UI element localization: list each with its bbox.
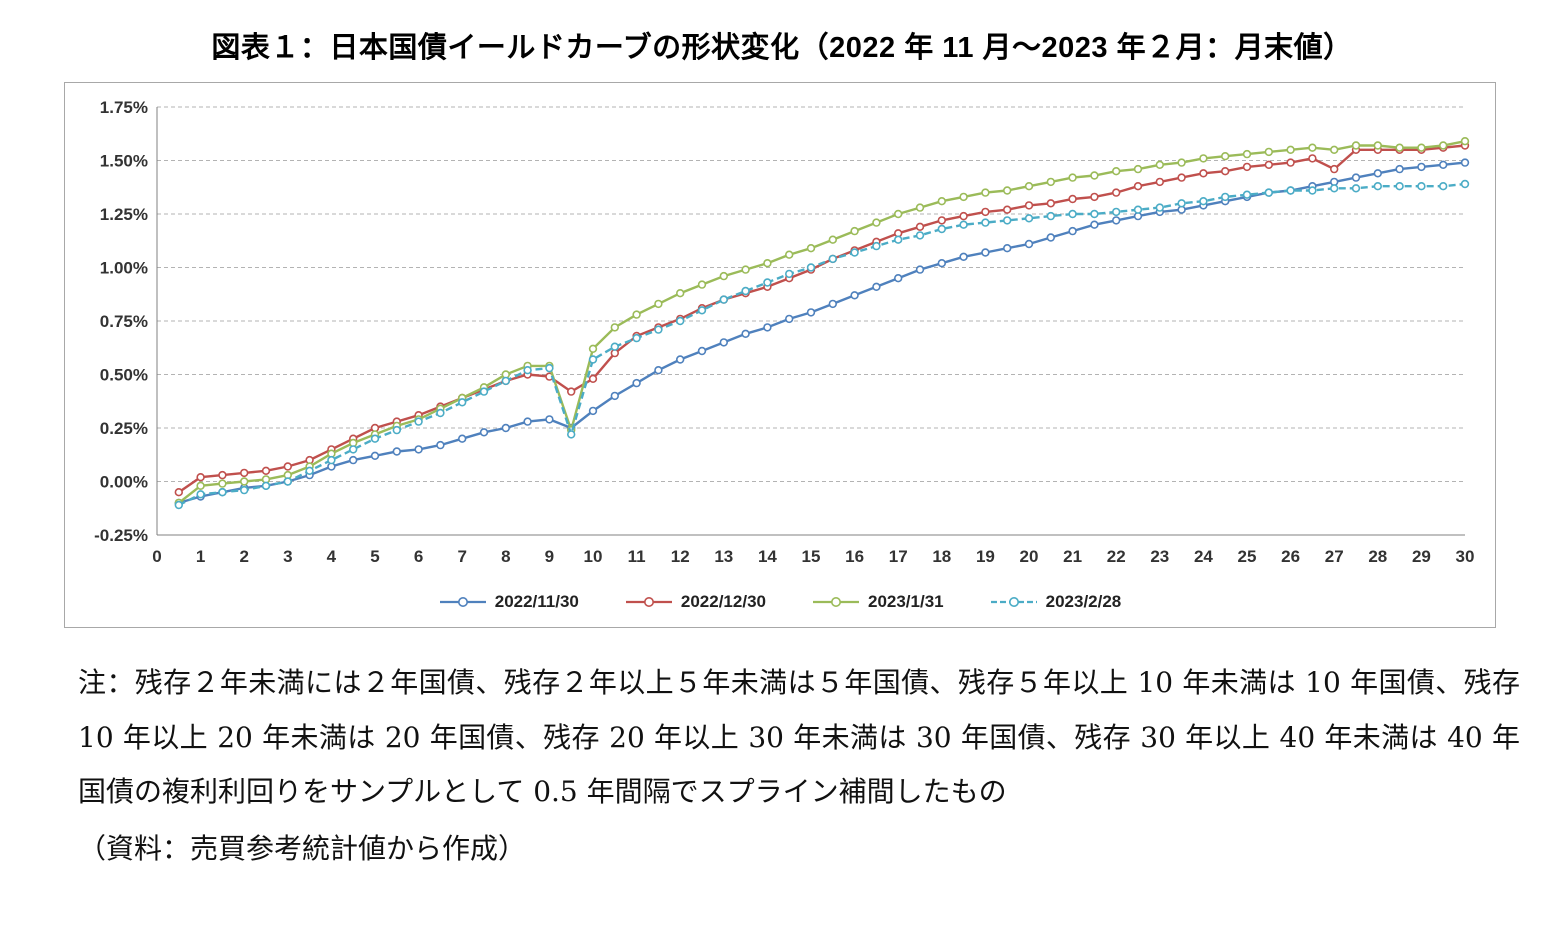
- gridlines: [157, 106, 1465, 536]
- legend-marker: [990, 597, 1037, 607]
- legend-label: 2023/2/28: [1045, 592, 1122, 611]
- svg-text:29: 29: [1412, 547, 1431, 566]
- y-axis-labels: -0.25% 0.00% 0.25% 0.50% 0.75% 1.00% 1.25% 1.50…: [94, 98, 148, 545]
- svg-text:6: 6: [414, 547, 423, 566]
- svg-text:30: 30: [1456, 547, 1475, 566]
- legend-item-2023-1-31: 2023/1/31: [812, 592, 944, 612]
- svg-text:1: 1: [196, 547, 205, 566]
- svg-text:16: 16: [845, 547, 864, 566]
- yield-curve-chart: -0.25% 0.00% 0.25% 0.50% 0.75% 1.00% 1.25% 1.50…: [94, 98, 1474, 566]
- x-axis-labels: 0 1 2 3 4 5 6 7 8 9 10 11 12 13 14 15 16 17 18 19 20 21 22 23 24…: [152, 547, 1474, 566]
- svg-text:0.00%: 0.00%: [100, 473, 148, 492]
- svg-text:1.50%: 1.50%: [100, 152, 148, 171]
- svg-text:1.00%: 1.00%: [100, 259, 148, 278]
- svg-text:23: 23: [1150, 547, 1169, 566]
- chart-frame: -0.25% 0.00% 0.25% 0.50% 0.75% 1.00% 1.25% 1.50…: [64, 82, 1496, 628]
- legend-item-2022-12-30: 2022/12/30: [625, 592, 766, 612]
- page: 図表１：日本国債イールドカーブの形状変化（2022 年 11 月～2023 年２…: [0, 24, 1564, 876]
- svg-text:19: 19: [976, 547, 995, 566]
- legend-label: 2023/1/31: [867, 592, 944, 611]
- svg-text:17: 17: [889, 547, 908, 566]
- svg-text:12: 12: [671, 547, 690, 566]
- svg-text:13: 13: [714, 547, 733, 566]
- svg-text:28: 28: [1368, 547, 1387, 566]
- svg-text:24: 24: [1194, 547, 1213, 566]
- source-text: （資料：売買参考統計値から作成）: [78, 831, 527, 865]
- svg-text:4: 4: [327, 547, 337, 566]
- series-2022-11-30: [174, 158, 1470, 508]
- note-text: 注：残存２年未満には２年国債、残存２年以上５年未満は５年国債、残存５年以上 10…: [78, 666, 1520, 809]
- svg-text:0.25%: 0.25%: [100, 419, 148, 438]
- legend-item-2022-11-30: 2022/11/30: [439, 592, 579, 612]
- svg-text:3: 3: [283, 547, 292, 566]
- svg-text:8: 8: [501, 547, 510, 566]
- series-2023-2-28: [174, 179, 1470, 510]
- svg-text:18: 18: [932, 547, 951, 566]
- svg-text:7: 7: [457, 547, 466, 566]
- svg-text:20: 20: [1020, 547, 1039, 566]
- page-title: 図表１：日本国債イールドカーブの形状変化（2022 年 11 月～2023 年２…: [211, 32, 1353, 64]
- svg-text:25: 25: [1238, 547, 1257, 566]
- legend-item-2023-2-28: 2023/2/28: [990, 592, 1122, 612]
- svg-text:1.75%: 1.75%: [100, 98, 148, 117]
- svg-text:-0.25%: -0.25%: [94, 526, 148, 545]
- svg-text:15: 15: [802, 547, 821, 566]
- svg-text:0.75%: 0.75%: [100, 312, 148, 331]
- svg-text:1.25%: 1.25%: [100, 205, 148, 224]
- legend-marker: [439, 597, 486, 607]
- svg-text:10: 10: [584, 547, 603, 566]
- svg-text:14: 14: [758, 547, 777, 566]
- svg-text:5: 5: [370, 547, 379, 566]
- svg-text:21: 21: [1063, 547, 1082, 566]
- svg-text:22: 22: [1107, 547, 1126, 566]
- legend-marker: [812, 597, 859, 607]
- legend-marker: [625, 597, 672, 607]
- svg-text:9: 9: [545, 547, 554, 566]
- svg-text:27: 27: [1325, 547, 1344, 566]
- svg-text:2: 2: [239, 547, 248, 566]
- svg-text:11: 11: [628, 547, 646, 566]
- chart-legend: 2022/11/30 2022/12/30 2023/1/31 2023/2/28: [65, 581, 1495, 623]
- svg-text:26: 26: [1281, 547, 1300, 566]
- svg-text:0: 0: [152, 547, 161, 566]
- svg-text:0.50%: 0.50%: [100, 366, 148, 385]
- legend-label: 2022/11/30: [494, 592, 579, 611]
- legend-label: 2022/12/30: [680, 592, 766, 611]
- axes: [156, 107, 1465, 536]
